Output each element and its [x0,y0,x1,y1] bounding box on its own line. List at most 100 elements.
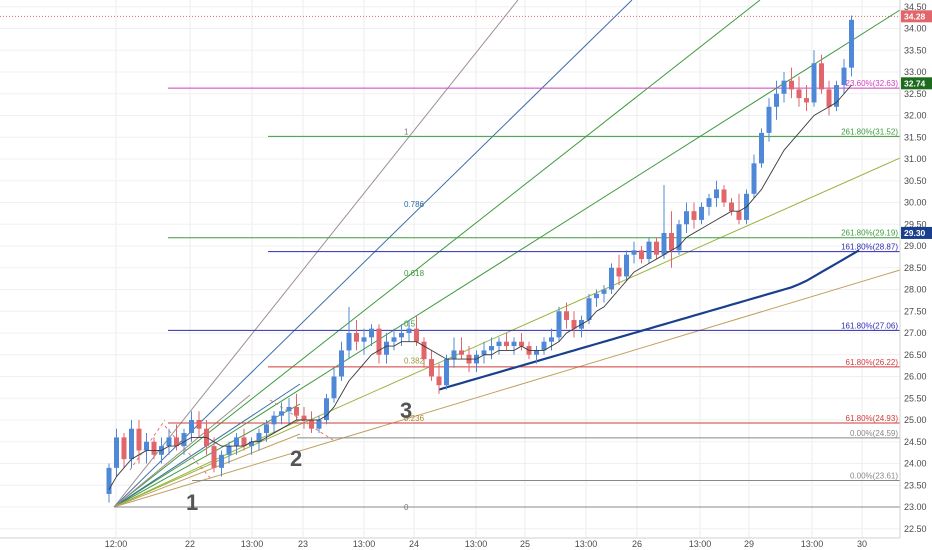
candle-body [421,341,427,360]
candle-body [729,202,734,212]
wave-count-label: 2 [290,446,302,471]
candle-body [654,241,659,255]
y-tick-label: 28.00 [904,285,927,295]
candle-body [564,311,569,320]
candle-body [286,406,292,412]
candle-body [354,333,359,342]
candle-body [331,376,337,399]
fan-ratio-label: 0.382 [404,357,425,366]
candle-body [699,206,704,220]
fan-ratio-label: 1 [404,127,409,136]
y-tick-label: 33.00 [904,67,927,77]
candle-body [631,250,637,255]
candle-body [316,420,322,429]
candle-body [181,433,187,447]
candle-body [391,337,397,342]
candle-body [211,446,217,468]
x-tick-label: 12:00 [105,539,128,549]
candle-body [121,437,127,460]
y-tick-label: 28.50 [904,263,927,273]
x-tick-label: 26 [632,539,642,549]
fan-line [113,0,519,508]
candle-body [444,359,449,386]
candle-body [151,441,157,455]
y-tick-label: 23.50 [904,480,927,490]
x-tick-label: 13:00 [353,539,376,549]
candle-body [774,93,779,107]
price-badge [901,226,932,239]
candle-body [436,376,442,386]
fan-line-inner [113,419,301,508]
candle-body [609,267,614,290]
candle-body [661,232,667,255]
candle-body [796,89,802,99]
candle-body [721,189,727,203]
candle-body [736,211,742,220]
x-tick-label: 13:00 [689,539,712,549]
y-tick-label: 25.50 [904,393,927,403]
candle-body [601,289,607,294]
candle-body [384,341,389,355]
candle-body [264,424,269,434]
candle-body [174,437,179,447]
candle-body [751,163,757,194]
candle-body [339,350,344,377]
candle-body [481,350,487,355]
y-tick-label: 29.50 [904,219,927,229]
fan-line-inner [113,433,301,508]
candle-body [249,441,254,447]
x-tick-label: 22 [185,539,195,549]
candle-body [804,98,809,103]
y-tick-label: 27.50 [904,306,927,316]
wave-count-label: 1 [186,490,198,515]
candle-body [399,333,404,338]
candle-body [144,441,149,451]
candle-body [309,420,314,429]
candle-body [571,319,577,329]
x-tick-label: 13:00 [801,539,824,549]
candle-body [541,341,547,351]
candle-body [376,328,382,355]
candle-body [676,224,682,251]
candle-body [841,67,847,86]
time-axis-background [0,538,932,550]
price-badge [901,77,932,90]
fib-level-label: 161.80%(27.06) [841,321,898,330]
y-tick-label: 27.00 [904,328,927,338]
candle-body [166,437,172,447]
y-tick-label: 24.50 [904,437,927,447]
y-tick-label: 32.50 [904,89,927,99]
y-tick-label: 34.00 [904,24,927,34]
price-axis-background [900,0,932,550]
candle-body [451,350,457,360]
wave-count-label: 3 [400,398,412,423]
fan-ratio-label: 0.786 [404,200,425,209]
candle-body [489,346,494,351]
candle-body [826,89,832,107]
x-tick-label: 13:00 [241,539,264,549]
y-tick-label: 22.50 [904,524,927,534]
y-tick-label: 26.50 [904,350,927,360]
y-tick-label: 34.50 [904,2,927,12]
fan-line [113,9,901,508]
candle-body [346,333,352,351]
candle-body [106,467,112,494]
candle-body [414,328,419,342]
y-tick-label: 23.00 [904,502,927,512]
candle-body [136,428,142,451]
fan-line [113,157,901,508]
candle-body [691,211,697,220]
candle-body [834,85,839,107]
candle-body [504,341,509,347]
fan-ratio-label: 0 [404,503,409,512]
y-tick-label: 31.00 [904,154,927,164]
candle-body [586,298,592,320]
candle-body [129,428,134,460]
y-tick-label: 26.00 [904,372,927,382]
fan-ratio-label: 0.618 [404,269,425,278]
fib-level-label: 0.00%(24.59) [850,429,898,438]
x-tick-label: 24 [409,539,419,549]
candle-body [646,241,652,260]
x-tick-label: 29 [744,539,754,549]
